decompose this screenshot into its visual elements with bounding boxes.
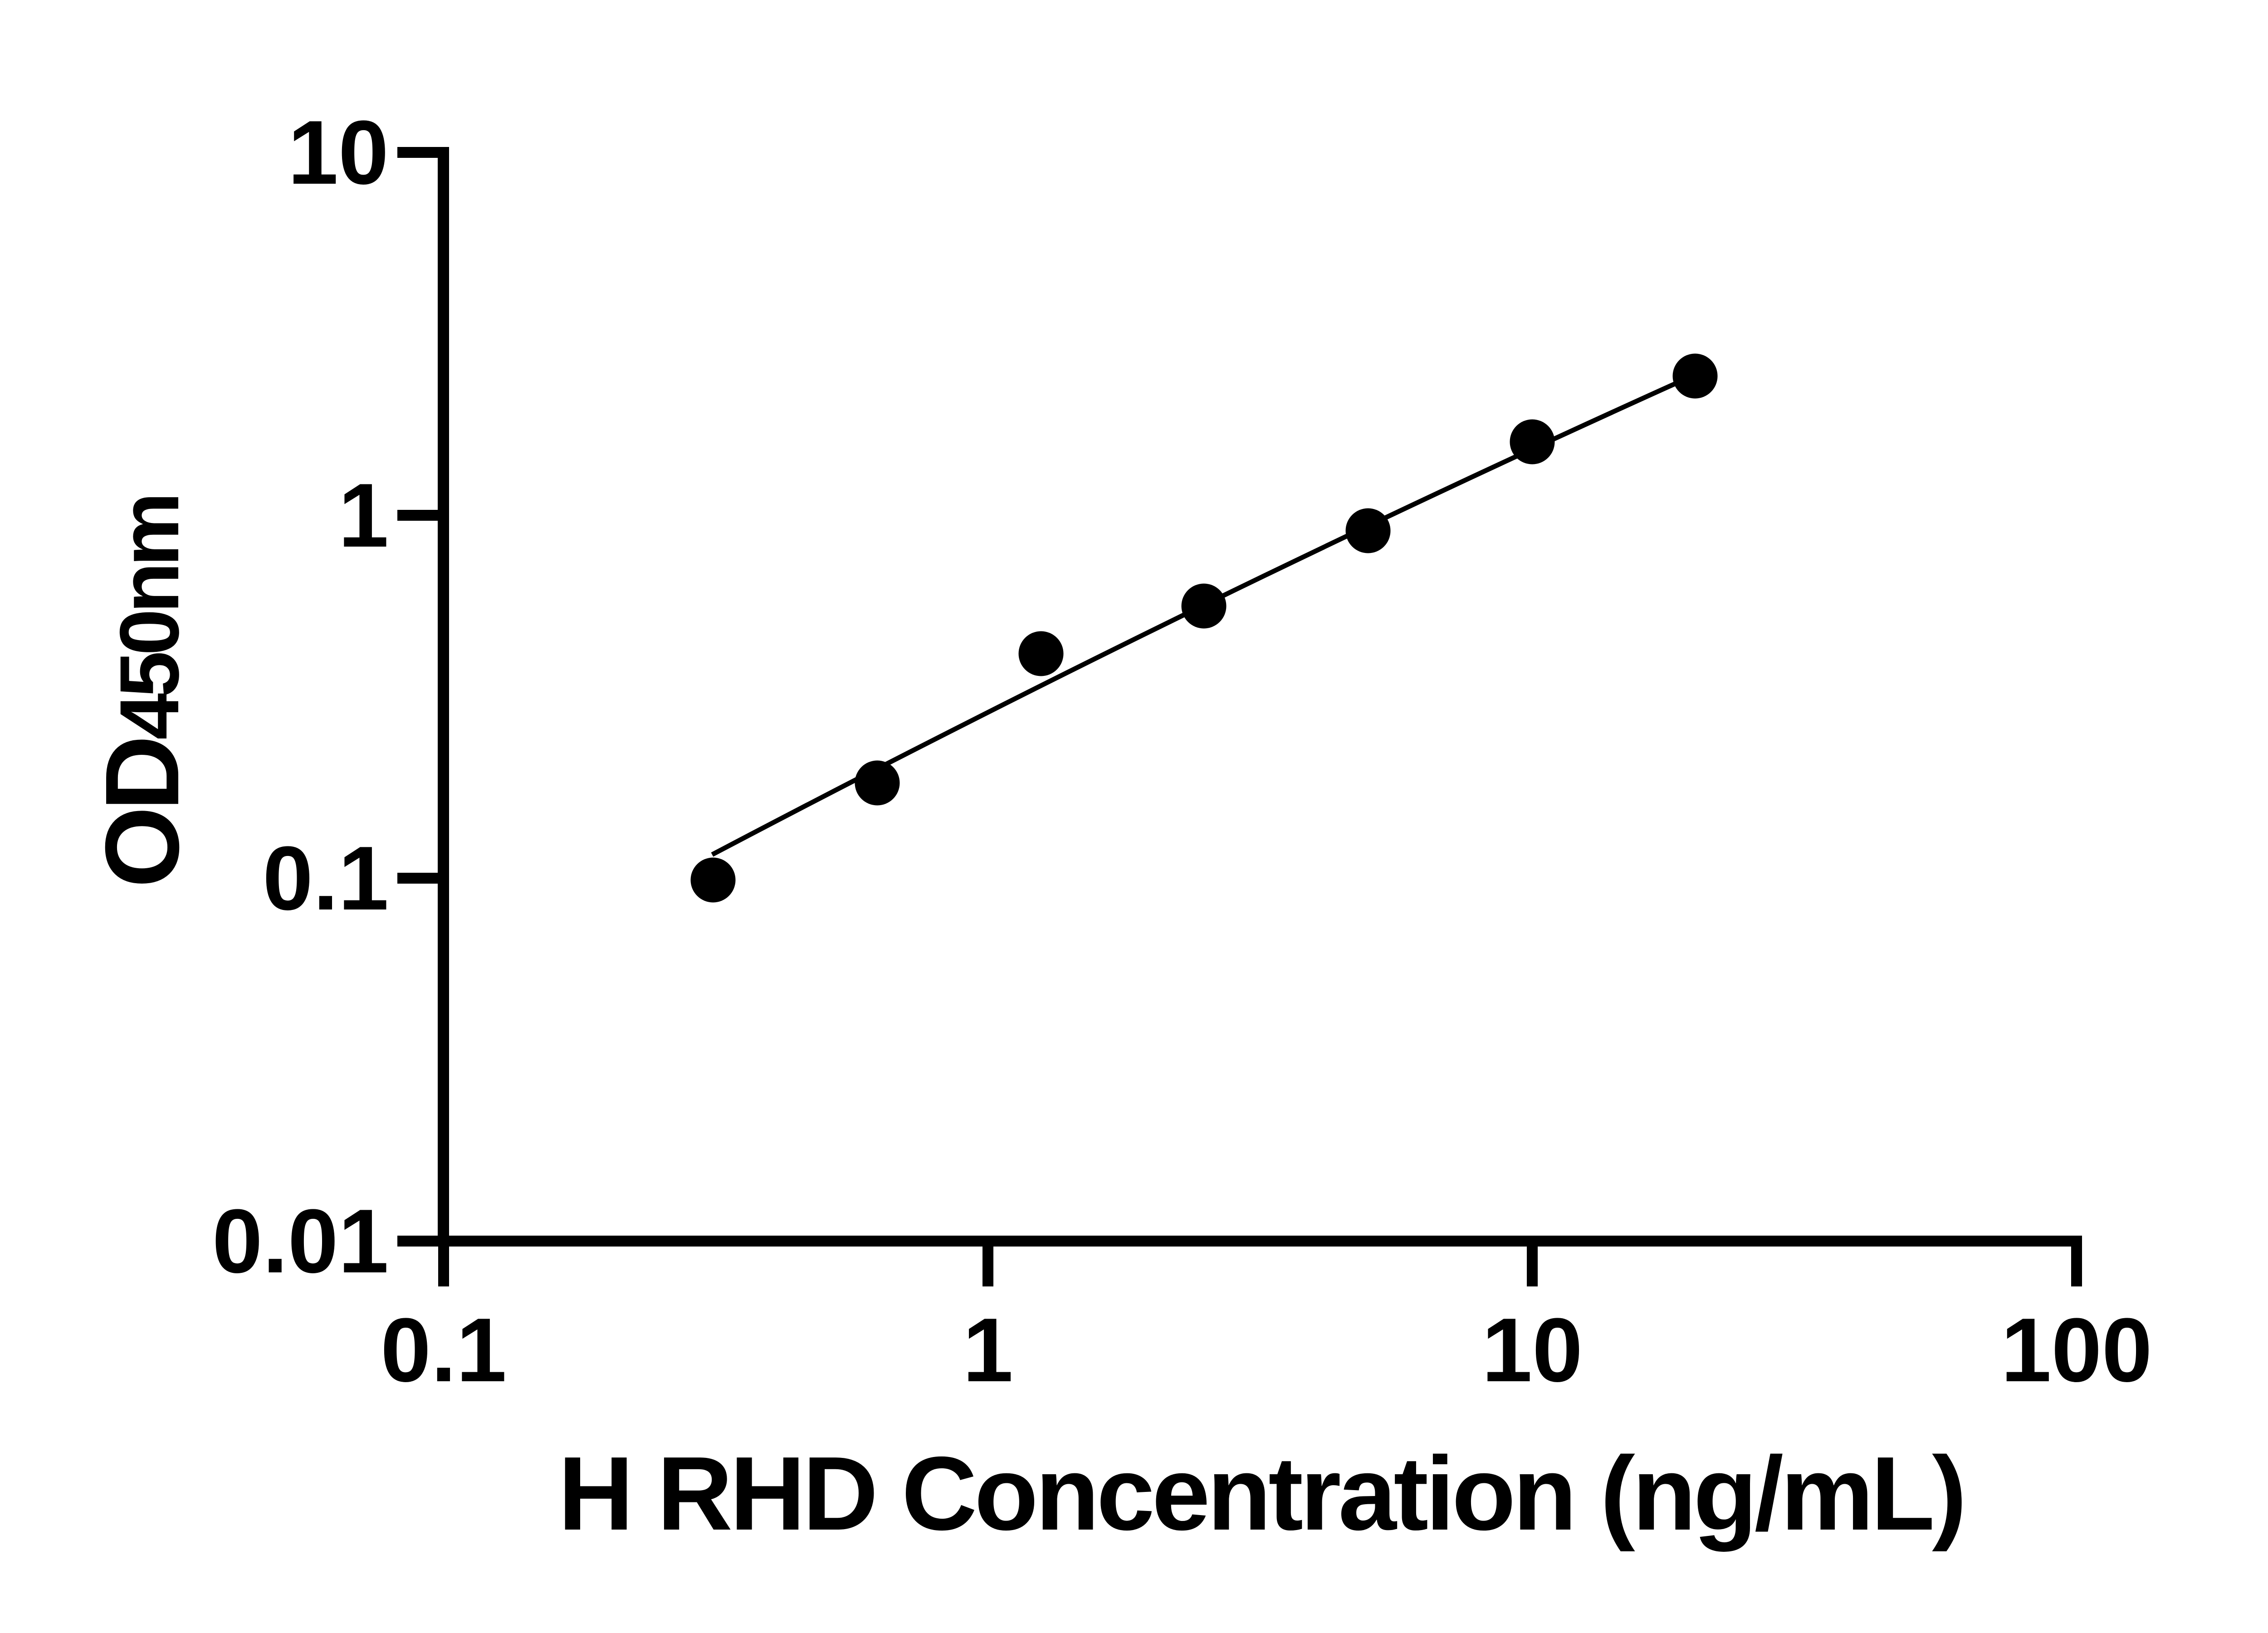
svg-text:0.1: 0.1 — [381, 1300, 507, 1401]
svg-text:1: 1 — [338, 465, 389, 566]
svg-text:10: 10 — [288, 102, 389, 203]
svg-text:H RHD Concentration (ng/mL): H RHD Concentration (ng/mL) — [558, 1435, 1964, 1552]
svg-text:0.1: 0.1 — [263, 828, 389, 929]
svg-text:10: 10 — [1482, 1300, 1583, 1401]
svg-text:1: 1 — [963, 1300, 1013, 1401]
svg-text:100: 100 — [2001, 1300, 2152, 1401]
svg-text:OD450nm: OD450nm — [83, 497, 200, 888]
svg-text:0.01: 0.01 — [212, 1191, 389, 1292]
